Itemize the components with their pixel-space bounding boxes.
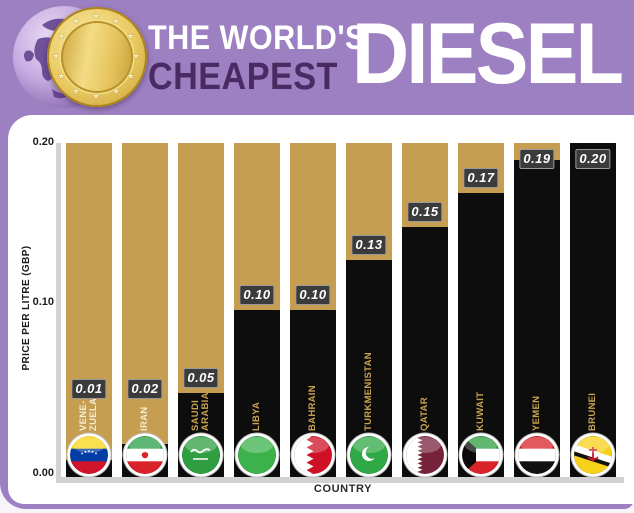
coin-star-icon: ★ <box>132 51 141 61</box>
price-value-label-iran: 0.02 <box>127 379 163 399</box>
y-tick-020: 0.20 <box>32 136 54 148</box>
libya-flag-icon <box>238 436 276 474</box>
coin-star-icon: ★ <box>126 31 135 41</box>
coin-star-icon: ★ <box>92 91 101 101</box>
country-label-text: BAHRAIN <box>306 385 318 431</box>
coin-star-icon: ★ <box>112 16 121 27</box>
qatar-flag-icon <box>406 436 444 474</box>
country-label-turkmenistan: TURKMENISTAN <box>346 281 392 431</box>
coin-star-icon: ★ <box>52 51 61 61</box>
country-label-text: VENE- ZUELA <box>77 397 100 431</box>
price-value-label-kuwait: 0.17 <box>463 168 499 188</box>
country-label-text: BRUNEI <box>586 392 598 431</box>
price-value-label-qatar: 0.15 <box>407 202 443 222</box>
price-bar-brunei <box>570 143 616 477</box>
coin-star-icon: ★ <box>72 16 81 27</box>
country-label-text: IRAN <box>138 406 150 431</box>
title-line2: CHEAPEST <box>148 56 338 98</box>
price-bar-kuwait <box>458 193 504 477</box>
country-label-yemen: YEMEN <box>514 281 560 431</box>
saudi-arabia-flag-icon <box>182 436 220 474</box>
kuwait-flag-icon <box>462 436 500 474</box>
venezuela-flag-icon <box>70 436 108 474</box>
bar-column-qatar: QATAR 0.15 <box>402 143 448 477</box>
plot-area: VENE- ZUELA 0.01 IRAN 0.02 SAUDI ARABIA 0.05 … <box>58 143 628 477</box>
header: ★ ★ ★ ★ ★ ★ ★ ★ ★ ★ ★ ★ THE WORLD'S CHEAPEST DIESEL <box>0 0 634 115</box>
bar-column-turkmenistan: TURKMENISTAN 0.13 <box>346 143 392 477</box>
y-axis-label: PRICE PER LITRE (GBP) <box>21 245 32 371</box>
price-value-label-turkmenistan: 0.13 <box>351 235 387 255</box>
price-value-label-libya: 0.10 <box>239 285 275 305</box>
coin-star-icon: ★ <box>57 71 66 81</box>
y-tick-000: 0.00 <box>32 467 54 479</box>
country-label-text: YEMEN <box>530 395 542 431</box>
price-value-label-yemen: 0.19 <box>519 149 555 169</box>
price-bar-yemen <box>514 160 560 477</box>
turkmenistan-flag-icon <box>350 436 388 474</box>
bar-column-venezuela: VENE- ZUELA 0.01 <box>66 143 112 477</box>
country-label-text: TURKMENISTAN <box>362 352 374 431</box>
coin-face <box>61 21 133 93</box>
y-axis-line <box>56 143 61 483</box>
coin-star-icon: ★ <box>92 11 101 21</box>
bar-column-iran: IRAN 0.02 <box>122 143 168 477</box>
bahrain-flag-icon <box>294 436 332 474</box>
country-label-brunei: BRUNEI <box>570 281 616 431</box>
price-value-label-saudi-arabia: 0.05 <box>183 368 219 388</box>
price-value-label-venezuela: 0.01 <box>71 379 107 399</box>
country-label-text: QATAR <box>418 397 430 431</box>
country-label-saudi-arabia: SAUDI ARABIA <box>178 281 224 431</box>
price-value-label-brunei: 0.20 <box>575 149 611 169</box>
country-label-text: KUWAIT <box>474 391 486 431</box>
country-label-qatar: QATAR <box>402 281 448 431</box>
coin-star-icon: ★ <box>72 85 81 96</box>
x-axis-label: COUNTRY <box>313 483 373 495</box>
bar-column-kuwait: KUWAIT 0.17 <box>458 143 504 477</box>
bar-column-bahrain: BAHRAIN 0.10 <box>290 143 336 477</box>
title-line1: THE WORLD'S <box>148 19 366 57</box>
price-value-label-bahrain: 0.10 <box>295 285 331 305</box>
yemen-flag-icon <box>518 436 556 474</box>
x-axis-line <box>56 477 624 483</box>
country-label-kuwait: KUWAIT <box>458 281 504 431</box>
coin-star-icon: ★ <box>112 85 121 96</box>
chart-panel: PRICE PER LITRE (GBP) 0.20 0.10 0.00 VEN… <box>8 115 634 504</box>
title-main: DIESEL <box>352 6 624 102</box>
coin-icon: ★ ★ ★ ★ ★ ★ ★ ★ ★ ★ ★ ★ <box>47 7 147 107</box>
bar-column-saudi-arabia: SAUDI ARABIA 0.05 <box>178 143 224 477</box>
coin-star-icon: ★ <box>126 71 135 81</box>
country-label-text: SAUDI ARABIA <box>189 392 212 431</box>
coin-star-icon: ★ <box>57 31 66 41</box>
brunei-flag-icon <box>574 436 612 474</box>
country-label-venezuela: VENE- ZUELA <box>66 281 112 431</box>
price-bar-qatar <box>402 227 448 477</box>
bar-column-yemen: YEMEN 0.19 <box>514 143 560 477</box>
iran-flag-icon <box>126 436 164 474</box>
country-label-text: LIBYA <box>250 401 262 431</box>
y-tick-010: 0.10 <box>32 296 54 308</box>
country-label-iran: IRAN <box>122 281 168 431</box>
bar-column-libya: LIBYA 0.10 <box>234 143 280 477</box>
bar-column-brunei: BRUNEI 0.20 <box>570 143 616 477</box>
